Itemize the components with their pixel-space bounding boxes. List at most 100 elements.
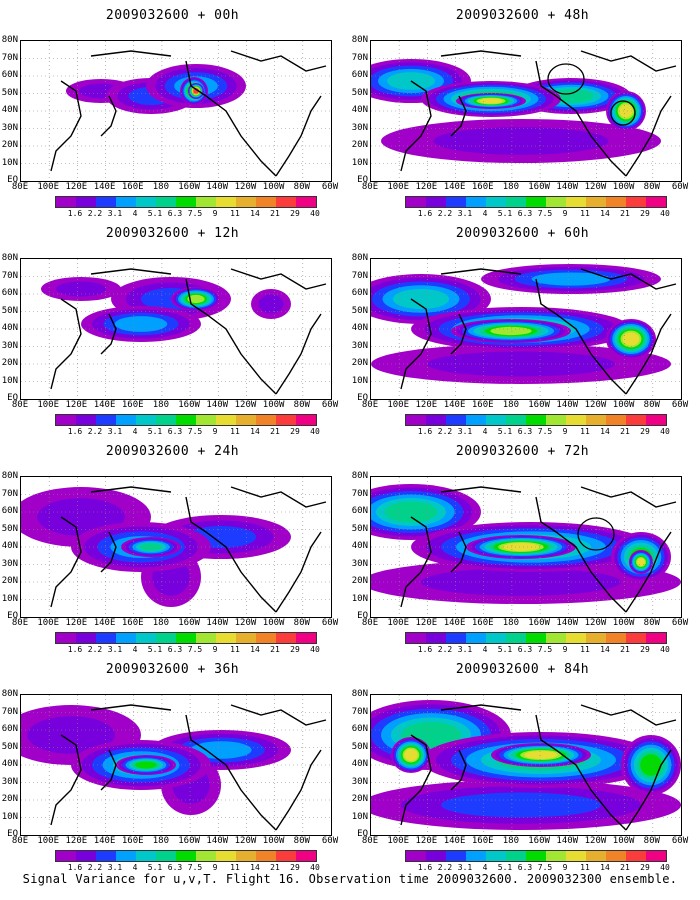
colorbar-label: 1.6 (417, 209, 433, 218)
longitude-label: 140W (206, 182, 229, 192)
latitude-label: 30N (351, 340, 368, 351)
coastline (625, 531, 672, 613)
forecast-panel: 2009032600 + 48h 80N 70N 60N 50N 40N 30N 20N 10N… (350, 0, 695, 220)
colorbar-swatch (96, 633, 116, 643)
latitude-label: 30N (1, 776, 18, 787)
longitude-label: 140E (93, 836, 116, 846)
colorbar-swatch (646, 415, 666, 425)
colorbar-label: 3.1 (457, 427, 473, 436)
colorbar-swatch (446, 415, 466, 425)
panel-title: 2009032600 + 84h (455, 662, 590, 677)
colorbar-label: 40 (660, 863, 670, 872)
colorbar-label: 21 (620, 427, 630, 436)
latitude-label: 70N (1, 706, 18, 717)
colorbar-swatch (426, 633, 446, 643)
longitude-label: 120E (65, 182, 88, 192)
latitude-label: 40N (1, 323, 18, 333)
latitude-label: 10N (1, 593, 18, 604)
colorbar-swatch (136, 633, 156, 643)
colorbar-swatch (466, 851, 486, 861)
longitude-label: 140E (443, 618, 466, 628)
longitude-label: 140W (556, 618, 579, 628)
colorbar-label: 7.5 (187, 427, 203, 436)
colorbar-label: 11 (580, 427, 590, 436)
latitude-label: EQ (357, 393, 368, 403)
colorbar-label: 5.1 (147, 645, 163, 654)
latitude-label: 80N (1, 253, 18, 263)
forecast-panel: 2009032600 + 72h 80N 70N 60N 50N 40N 30N 20N 10N… (350, 436, 695, 656)
colorbar-swatch (196, 633, 216, 643)
latitude-label: EQ (7, 611, 18, 621)
colorbar-label: 1.6 (417, 427, 433, 436)
colorbar-swatch (606, 197, 626, 207)
colorbar-swatch (216, 415, 236, 425)
colorbar-swatch (76, 415, 96, 425)
variance-contour (622, 332, 640, 346)
longitude-label: 160E (471, 400, 494, 410)
colorbar-swatch (196, 197, 216, 207)
colorbar-label: 5.1 (497, 863, 513, 872)
colorbar-label: 5.1 (147, 209, 163, 218)
latitude-label: 80N (351, 689, 368, 699)
colorbar-label: 1.6 (67, 427, 83, 436)
longitude-label: 160W (528, 182, 550, 192)
latitude-label: 60N (1, 288, 18, 298)
colorbar-label: 9 (212, 863, 218, 872)
longitude-label: 100E (387, 182, 410, 192)
coastline (90, 486, 172, 493)
latitude-label: 60N (351, 288, 368, 298)
coastline (440, 704, 522, 711)
colorbar-label: 29 (290, 645, 300, 654)
longitude-label: 160W (178, 618, 200, 628)
colorbar-label: 7.5 (537, 645, 553, 654)
latitude-label: 50N (1, 523, 18, 534)
forecast-panel: 2009032600 + 84h 80N 70N 60N 50N 40N 30N 20N 10N… (350, 654, 695, 874)
longitude-label: 180 (502, 618, 520, 628)
colorbar-swatch (276, 633, 296, 643)
panel-title: 2009032600 + 36h (105, 662, 240, 677)
colorbar (55, 414, 317, 426)
latitude-label: 70N (351, 270, 368, 281)
colorbar-label: 21 (620, 863, 630, 872)
colorbar-label: 11 (580, 645, 590, 654)
colorbar-label: 6.3 (167, 645, 183, 654)
longitude-label: 100E (37, 182, 60, 192)
colorbar-label: 14 (600, 209, 610, 218)
longitude-label: 140E (93, 618, 116, 628)
latitude-label: 50N (351, 523, 368, 534)
colorbar-swatch (406, 415, 426, 425)
colorbar-swatch (56, 197, 76, 207)
longitude-label: 180 (152, 182, 170, 192)
colorbar-label: 21 (270, 863, 280, 872)
longitude-label: 80W (643, 182, 660, 192)
colorbar-swatch (566, 633, 586, 643)
colorbar-label: 4 (132, 209, 138, 218)
latitude-label: 40N (351, 323, 368, 333)
latitude-label: 20N (351, 576, 368, 586)
colorbar-label: 3.1 (107, 863, 123, 872)
colorbar-swatch (486, 197, 506, 207)
colorbar-label: 1.6 (67, 645, 83, 654)
variance-contour (56, 281, 106, 297)
target-circle (577, 517, 615, 551)
longitude-label: 80W (643, 618, 660, 628)
longitude-label: 160W (528, 618, 550, 628)
variance-contour (490, 326, 532, 336)
colorbar-swatch (236, 197, 256, 207)
longitude-label: 160E (121, 836, 144, 846)
longitude-label: 140W (556, 836, 579, 846)
colorbar-swatch (156, 633, 176, 643)
colorbar-swatch (646, 197, 666, 207)
longitude-label: 60W (671, 182, 689, 192)
colorbar-label: 9 (562, 645, 568, 654)
colorbar-swatch (646, 633, 666, 643)
latitude-label: 40N (351, 541, 368, 551)
coastline (50, 734, 82, 826)
colorbar-label: 14 (600, 427, 610, 436)
variance-contour (524, 751, 558, 759)
variance-contour (619, 104, 633, 118)
colorbar-label: 4 (482, 209, 488, 218)
colorbar-label: 11 (230, 427, 240, 436)
colorbar-swatch (406, 851, 426, 861)
longitude-label: 80W (643, 836, 660, 846)
